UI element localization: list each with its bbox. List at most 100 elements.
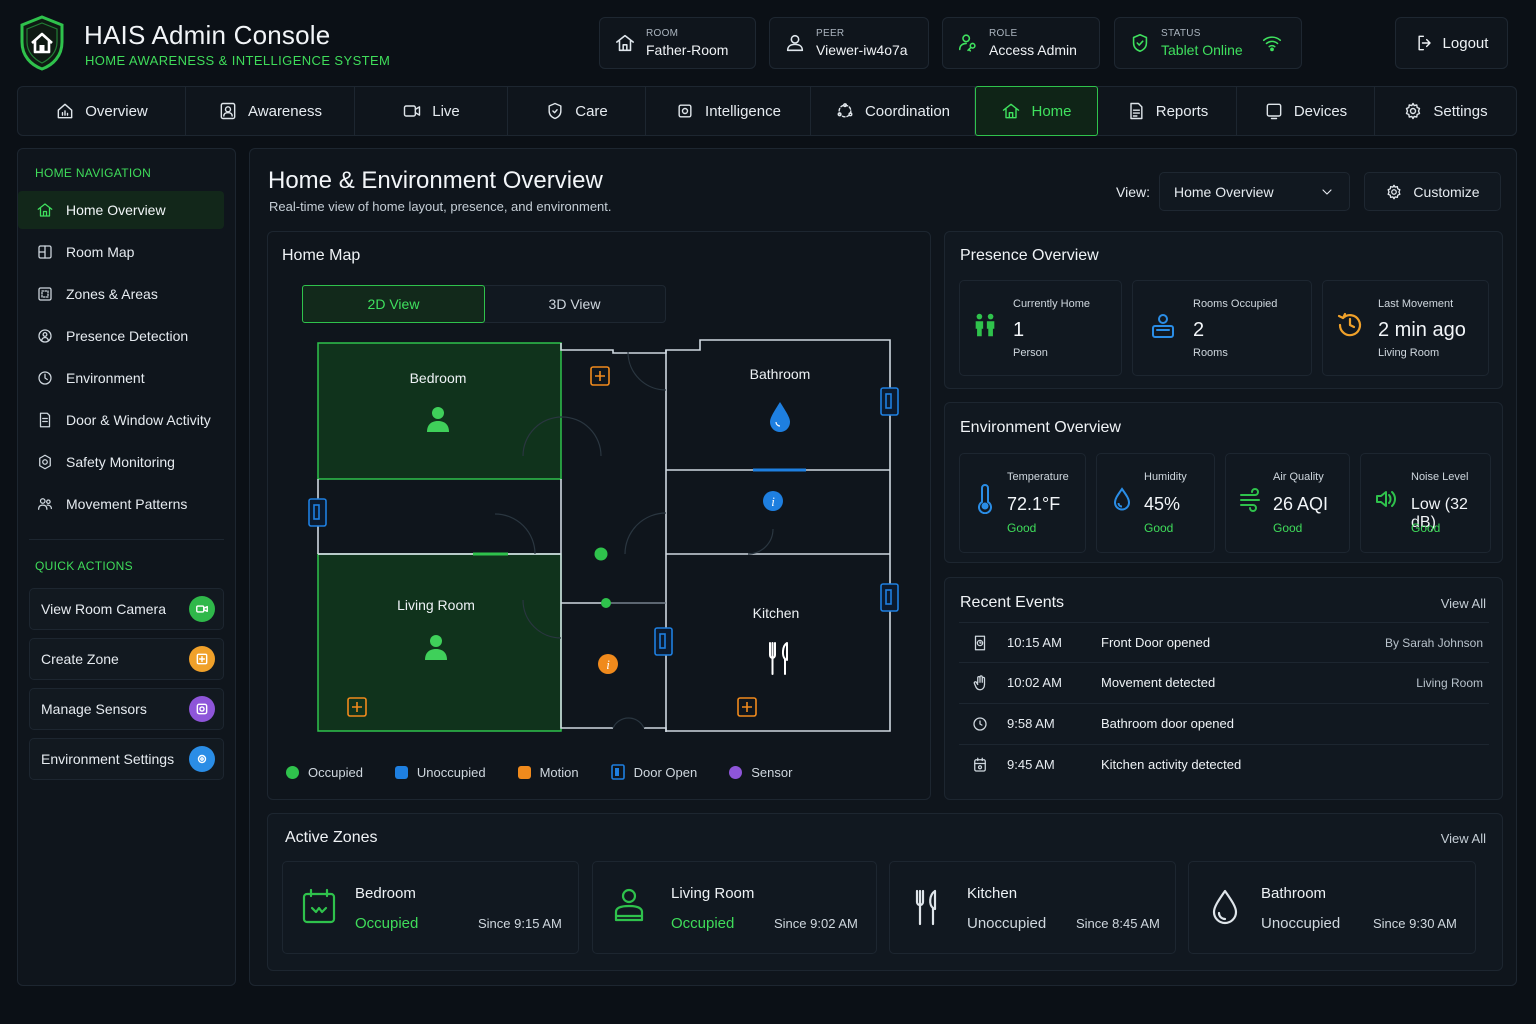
tab-overview[interactable]: Overview xyxy=(18,87,186,135)
tab-label: Awareness xyxy=(248,102,322,120)
manage-sensors-button[interactable]: Manage Sensors xyxy=(29,688,224,730)
currently-home-value: 1 xyxy=(1013,319,1025,341)
temperature-card[interactable]: Temperature 72.1°F Good xyxy=(959,453,1086,553)
clock-icon xyxy=(973,716,987,731)
sidebar-item-environment[interactable]: Environment xyxy=(18,359,224,397)
noise-level-status: Good xyxy=(1411,521,1441,535)
tab-care[interactable]: Care xyxy=(508,87,646,135)
sidebar-item-presence-detection[interactable]: Presence Detection xyxy=(18,317,224,355)
sidebar-item-room-map[interactable]: Room Map xyxy=(18,233,224,271)
zone-name: Bathroom xyxy=(1261,885,1327,902)
tab-home[interactable]: Home xyxy=(975,86,1098,136)
tab-coordination[interactable]: Coordination xyxy=(811,87,975,135)
rooms-occupied-label: Rooms Occupied xyxy=(1193,298,1278,310)
sidebar-divider xyxy=(29,539,224,540)
event-row[interactable]: 10:02 AM Movement detected Living Room xyxy=(959,662,1489,702)
events-view-all-link[interactable]: View All xyxy=(1440,596,1486,611)
tab-label: Devices xyxy=(1293,102,1348,120)
event-source: Living Room xyxy=(1416,675,1483,690)
door-open-icon xyxy=(610,764,625,780)
humidity-card[interactable]: Humidity 45% Good xyxy=(1096,453,1215,553)
tab-settings[interactable]: Settings xyxy=(1375,87,1516,135)
noise-level-label: Noise Level xyxy=(1411,471,1469,483)
zones-title: Active Zones xyxy=(285,829,378,846)
door-sensors[interactable] xyxy=(308,387,899,656)
create-zone-button[interactable]: Create Zone xyxy=(29,638,224,680)
zone-name: Bedroom xyxy=(355,885,416,902)
environment-overview-panel: Environment Overview Temperature 72.1°F … xyxy=(944,402,1503,563)
sidebar-item-movement[interactable]: Movement Patterns xyxy=(18,485,224,523)
people-icon xyxy=(37,498,53,510)
temperature-status: Good xyxy=(1007,521,1037,535)
tab-reports[interactable]: Reports xyxy=(1098,87,1237,135)
motion-marker[interactable] xyxy=(598,654,618,674)
status-indicator[interactable]: STATUS Tablet Online xyxy=(1114,17,1302,69)
zone-status: Unoccupied xyxy=(967,915,1047,932)
room-label-bedroom: Bedroom xyxy=(410,370,467,386)
environment-settings-button[interactable]: Environment Settings xyxy=(29,738,224,780)
person-icon-living xyxy=(425,635,447,660)
last-movement-card[interactable]: Last Movement 2 min ago Living Room xyxy=(1322,280,1489,376)
shield-check-icon xyxy=(1132,33,1148,53)
event-description: Front Door opened xyxy=(1101,635,1211,650)
page-subtitle: Real-time view of home layout, presence,… xyxy=(269,199,612,214)
zone-card-kitchen[interactable]: Kitchen Unoccupied Since 8:45 AM xyxy=(889,861,1176,954)
peer-label: PEER xyxy=(816,28,845,39)
user-icon xyxy=(786,34,804,52)
sidebar-item-home-overview[interactable]: Home Overview xyxy=(18,191,224,229)
peer-value: Viewer-iw4o7a xyxy=(816,42,908,58)
tab-awareness[interactable]: Awareness xyxy=(186,87,355,135)
zones-view-all-link[interactable]: View All xyxy=(1440,831,1486,846)
tab-devices[interactable]: Devices xyxy=(1237,87,1375,135)
customize-button[interactable]: Customize xyxy=(1364,172,1501,211)
logout-button[interactable]: Logout xyxy=(1395,17,1508,69)
sidebar-item-zones[interactable]: Zones & Areas xyxy=(18,275,224,313)
home-icon xyxy=(1003,103,1020,119)
currently-home-label: Currently Home xyxy=(1013,298,1091,310)
temperature-value: 72.1°F xyxy=(1007,494,1061,514)
recent-events-panel: Recent Events View All 10:15 AM Front Do… xyxy=(944,577,1503,800)
wind-icon xyxy=(1240,488,1260,512)
tab-intelligence[interactable]: Intelligence xyxy=(646,87,811,135)
zone-since: Since 9:15 AM xyxy=(478,916,562,931)
presence-marker[interactable] xyxy=(601,598,611,608)
water-drop-icon xyxy=(1212,889,1238,925)
event-row[interactable]: 9:45 AM Kitchen activity detected xyxy=(959,744,1489,784)
event-row[interactable]: 9:58 AM Bathroom door opened xyxy=(959,703,1489,743)
room-indicator[interactable]: ROOM Father-Room xyxy=(599,17,756,69)
info-marker-blue[interactable] xyxy=(763,491,783,511)
noise-level-card[interactable]: Noise Level Low (32 dB) Good xyxy=(1360,453,1491,553)
clock-icon xyxy=(1337,312,1362,337)
view-select[interactable]: Home Overview xyxy=(1159,172,1350,211)
event-row[interactable]: 10:15 AM Front Door opened By Sarah John… xyxy=(959,622,1489,662)
zone-card-bathroom[interactable]: Bathroom Unoccupied Since 9:30 AM xyxy=(1188,861,1476,954)
shield-icon xyxy=(548,102,562,120)
logout-icon xyxy=(1418,35,1431,51)
zone-card-bedroom[interactable]: Bedroom Occupied Since 9:15 AM xyxy=(282,861,579,954)
zone-card-living-room[interactable]: Living Room Occupied Since 9:02 AM xyxy=(592,861,877,954)
currently-home-card[interactable]: Currently Home 1 Person xyxy=(959,280,1122,376)
rooms-occupied-card[interactable]: Rooms Occupied 2 Rooms xyxy=(1132,280,1312,376)
last-movement-label: Last Movement xyxy=(1378,298,1454,310)
sidebar-item-door-window[interactable]: Door & Window Activity xyxy=(18,401,224,439)
occupied-marker[interactable] xyxy=(594,547,608,561)
bed-calendar-icon xyxy=(302,888,336,924)
tab-live[interactable]: Live xyxy=(355,87,508,135)
view-room-camera-button[interactable]: View Room Camera xyxy=(29,588,224,630)
motion-sensors[interactable] xyxy=(347,366,757,717)
view-3d-button[interactable]: 3D View xyxy=(548,296,601,312)
zones-icon xyxy=(38,287,52,301)
last-movement-value: 2 min ago xyxy=(1378,319,1466,341)
view-2d-button[interactable]: 2D View xyxy=(302,285,485,323)
air-quality-card[interactable]: Air Quality 26 AQI Good xyxy=(1225,453,1350,553)
fork-knife-icon xyxy=(915,889,937,926)
last-movement-unit: Living Room xyxy=(1378,347,1440,359)
peer-indicator[interactable]: PEER Viewer-iw4o7a xyxy=(769,17,929,69)
tab-label: Overview xyxy=(85,102,148,120)
floor-plan[interactable]: i i Bedroom Bathroom Living Room Kitchen xyxy=(268,232,932,801)
role-indicator[interactable]: ROLE Access Admin xyxy=(942,17,1100,69)
quick-action-label: View Room Camera xyxy=(41,601,167,617)
humidity-value: 45% xyxy=(1144,494,1181,514)
person-couch-icon xyxy=(614,888,644,922)
sidebar-item-safety[interactable]: Safety Monitoring xyxy=(18,443,224,481)
